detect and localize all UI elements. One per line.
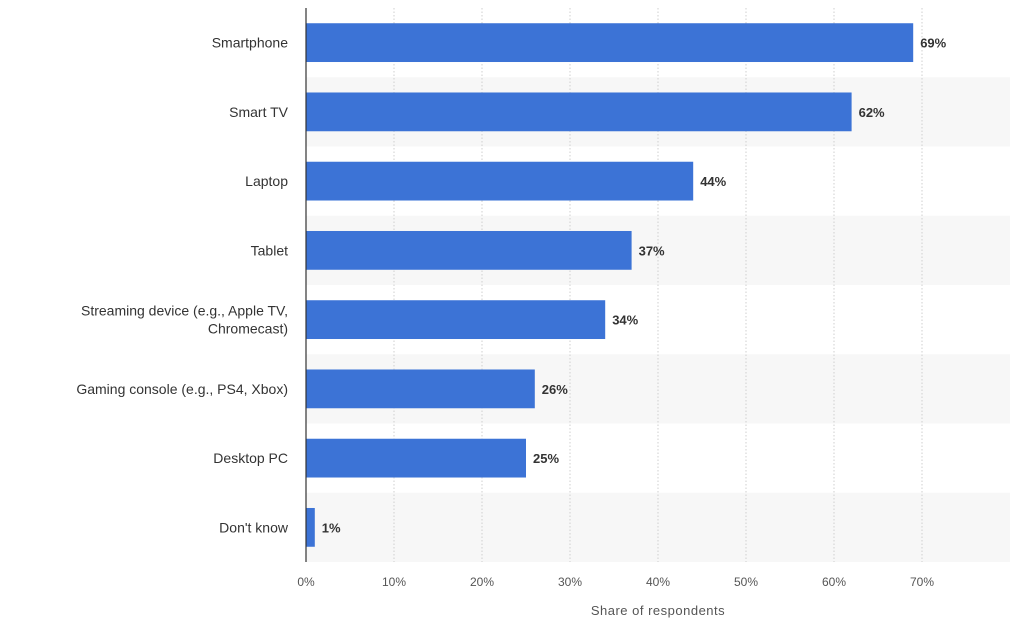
category-label: Laptop <box>245 173 288 189</box>
x-tick-label: 40% <box>646 575 670 589</box>
bars <box>306 23 914 547</box>
bar <box>306 23 914 63</box>
x-axis-title: Share of respondents <box>591 603 725 618</box>
value-label: 37% <box>639 243 665 258</box>
category-label: Desktop PC <box>213 450 288 466</box>
value-label: 44% <box>700 174 726 189</box>
bar <box>306 92 852 132</box>
x-tick-label: 60% <box>822 575 846 589</box>
x-tick-label: 0% <box>297 575 315 589</box>
bar <box>306 438 526 478</box>
x-tick-label: 20% <box>470 575 494 589</box>
category-label: Gaming console (e.g., PS4, Xbox) <box>76 381 288 397</box>
value-label: 69% <box>920 36 946 51</box>
bar <box>306 369 535 409</box>
bar <box>306 230 632 270</box>
value-label: 25% <box>533 451 559 466</box>
x-tick-labels: 0% 10% 20% 30% 40% 50% 60% 70% <box>297 575 934 589</box>
value-label: 62% <box>859 105 885 120</box>
value-label: 34% <box>612 313 638 328</box>
x-tick-label: 10% <box>382 575 406 589</box>
x-tick-label: 30% <box>558 575 582 589</box>
value-label: 1% <box>322 520 341 535</box>
category-label: Smart TV <box>229 104 289 120</box>
value-label: 26% <box>542 382 568 397</box>
x-tick-label: 50% <box>734 575 758 589</box>
category-label: Smartphone <box>212 35 288 51</box>
category-label: Tablet <box>251 242 288 258</box>
bar <box>306 507 315 547</box>
bar <box>306 300 606 340</box>
category-label: Chromecast) <box>208 321 288 337</box>
category-label: Streaming device (e.g., Apple TV, <box>81 303 288 319</box>
value-labels: 69% 62% 44% 37% 34% 26% 25% 1% <box>322 36 947 536</box>
x-tick-label: 70% <box>910 575 934 589</box>
category-labels: Smartphone Smart TV Laptop Tablet Streaming … <box>76 35 289 536</box>
bar <box>306 161 694 201</box>
category-label: Don't know <box>219 519 289 535</box>
